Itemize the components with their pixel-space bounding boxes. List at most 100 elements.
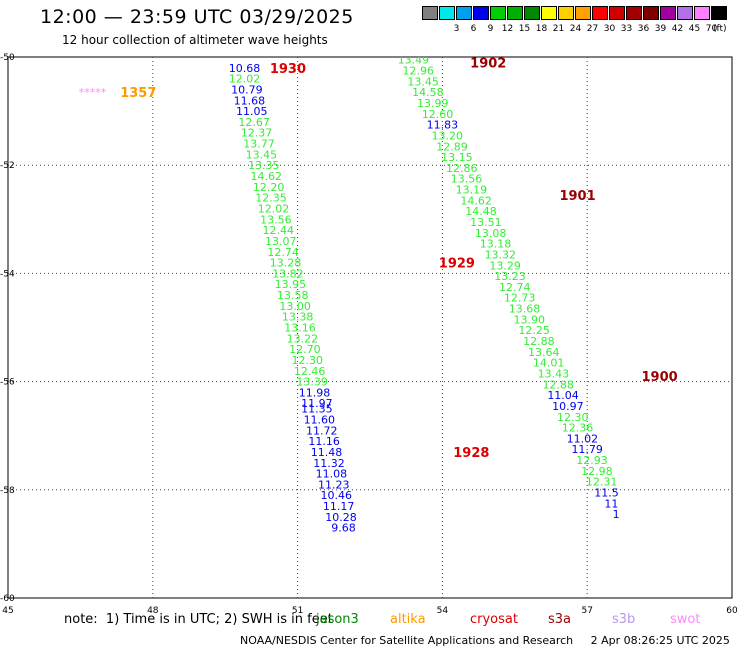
data-point-cryosat: 9.68: [331, 522, 356, 535]
data-point-cryosat: 13.58: [277, 289, 309, 302]
x-tick-label: 45: [2, 606, 13, 616]
satellite-cryosat: cryosat: [470, 612, 518, 627]
data-point-cryosat: 13.22: [287, 332, 319, 345]
data-point-cryosat: 13.56: [260, 213, 292, 226]
data-point-s3a: 12.89: [436, 140, 468, 153]
data-point-s3a: 11: [604, 497, 618, 510]
colorbar-label: 12: [501, 24, 514, 34]
time-label: 1901: [559, 189, 595, 204]
data-point-cryosat: 11.35: [301, 403, 333, 416]
data-point-cryosat: 12.74: [267, 246, 299, 259]
data-point-cryosat: 11.60: [304, 413, 336, 426]
data-point-cryosat: 11.17: [323, 500, 355, 513]
data-point-s3a: 14.48: [465, 205, 497, 218]
data-point-cryosat: 12.02: [258, 202, 290, 215]
colorbar-swatch: [507, 6, 523, 20]
colorbar-label: 9: [487, 24, 494, 34]
satellite-altika: altika: [390, 612, 426, 627]
data-point-cryosat: 13.95: [275, 278, 307, 291]
satellite-s3b: s3b: [612, 612, 636, 627]
colorbar-swatch: [473, 6, 489, 20]
data-point-s3a: 13.32: [485, 248, 517, 261]
data-point-cryosat: 13.82: [272, 267, 304, 280]
colorbar-swatch: [541, 6, 557, 20]
data-point-s3a: 11.5: [594, 487, 619, 500]
x-tick-label: 60: [726, 606, 738, 616]
data-point-cryosat: 11.48: [311, 446, 343, 459]
colorbar-label: 33: [620, 24, 633, 34]
data-point-swot: *****: [79, 86, 107, 99]
time-label: 1900: [642, 370, 678, 385]
y-tick-label: -52: [0, 161, 15, 171]
satellite-swot: swot: [670, 612, 701, 627]
colorbar-swatch: [660, 6, 676, 20]
data-point-s3a: 13.20: [431, 129, 463, 142]
y-tick-label: -58: [0, 486, 15, 496]
data-point-cryosat: 12.67: [238, 116, 270, 129]
data-point-s3a: 13.08: [475, 227, 507, 240]
x-tick-label: 57: [581, 606, 592, 616]
colorbar-swatch: [456, 6, 472, 20]
colorbar-label: 15: [518, 24, 531, 34]
data-point-s3a: 11.83: [427, 119, 459, 132]
colorbar-swatch: [558, 6, 574, 20]
data-point-cryosat: 10.79: [231, 83, 263, 96]
data-point-s3a: 13.45: [407, 75, 439, 88]
data-point-s3a: 12.73: [504, 292, 536, 305]
colorbar-label: 30: [603, 24, 616, 34]
data-point-cryosat: 11.72: [306, 424, 338, 437]
data-point-s3a: 12.88: [542, 378, 574, 391]
colorbar-swatch: [643, 6, 659, 20]
data-point-s3a: 13.49: [398, 54, 430, 67]
data-point-s3a: 13.23: [494, 270, 526, 283]
data-point-s3a: 11.02: [567, 432, 599, 445]
data-point-s3a: 12.60: [422, 108, 454, 121]
colorbar-swatch: [490, 6, 506, 20]
time-label: 1928: [453, 446, 489, 461]
y-tick-label: -54: [0, 269, 15, 279]
data-point-s3a: 12.88: [523, 335, 555, 348]
data-point-cryosat: 13.07: [265, 235, 297, 248]
data-point-cryosat: 13.45: [246, 148, 278, 161]
data-point-s3a: 13.90: [514, 313, 546, 326]
data-point-cryosat: 11.32: [313, 457, 345, 470]
data-point-cryosat: 11.16: [308, 435, 340, 448]
data-point-s3a: 11.04: [547, 389, 579, 402]
data-point-cryosat: 13.16: [284, 322, 316, 335]
colorbar-label: 24: [569, 24, 582, 34]
data-point-cryosat: 12.70: [289, 343, 321, 356]
colorbar-label: 45: [688, 24, 701, 34]
x-tick-label: 51: [292, 606, 303, 616]
data-point-cryosat: 13.77: [243, 138, 275, 151]
data-point-cryosat: 13.38: [282, 311, 314, 324]
time-label: 1930: [270, 62, 306, 77]
data-point-s3a: 12.30: [557, 411, 589, 424]
time-label: 1929: [439, 257, 475, 272]
data-point-s3a: 14.01: [533, 357, 565, 370]
y-tick-label: -60: [0, 594, 15, 604]
y-tick-label: -50: [0, 53, 15, 63]
data-point-cryosat: 12.20: [253, 181, 285, 194]
page-subtitle: 12 hour collection of altimeter wave hei…: [62, 33, 328, 47]
colorbar-label: 21: [552, 24, 565, 34]
colorbar-label: 42: [671, 24, 684, 34]
colorbar-swatch: [711, 6, 727, 20]
data-point-cryosat: 12.37: [241, 127, 273, 140]
plot-frame: [7, 56, 733, 599]
data-point-cryosat: 10.28: [325, 511, 357, 524]
data-point-cryosat: 13.28: [270, 257, 302, 270]
data-point-cryosat: 11.23: [318, 478, 350, 491]
data-point-cryosat: 10.46: [320, 489, 352, 502]
data-point-s3a: 10.97: [552, 400, 584, 413]
data-point-cryosat: 12.46: [294, 365, 326, 378]
data-point-s3a: 13.29: [489, 259, 521, 272]
colorbar-label: 6: [470, 24, 477, 34]
data-point-cryosat: 11.05: [236, 105, 268, 118]
data-points-group: *****10.6812.0210.7911.6811.0512.6712.37…: [79, 54, 620, 535]
colorbar-swatch: [677, 6, 693, 20]
colorbar-swatch: [592, 6, 608, 20]
colorbar-label: 36: [637, 24, 650, 34]
colorbar-label: 27: [586, 24, 599, 34]
satellite-jason3: jason3: [316, 612, 359, 627]
